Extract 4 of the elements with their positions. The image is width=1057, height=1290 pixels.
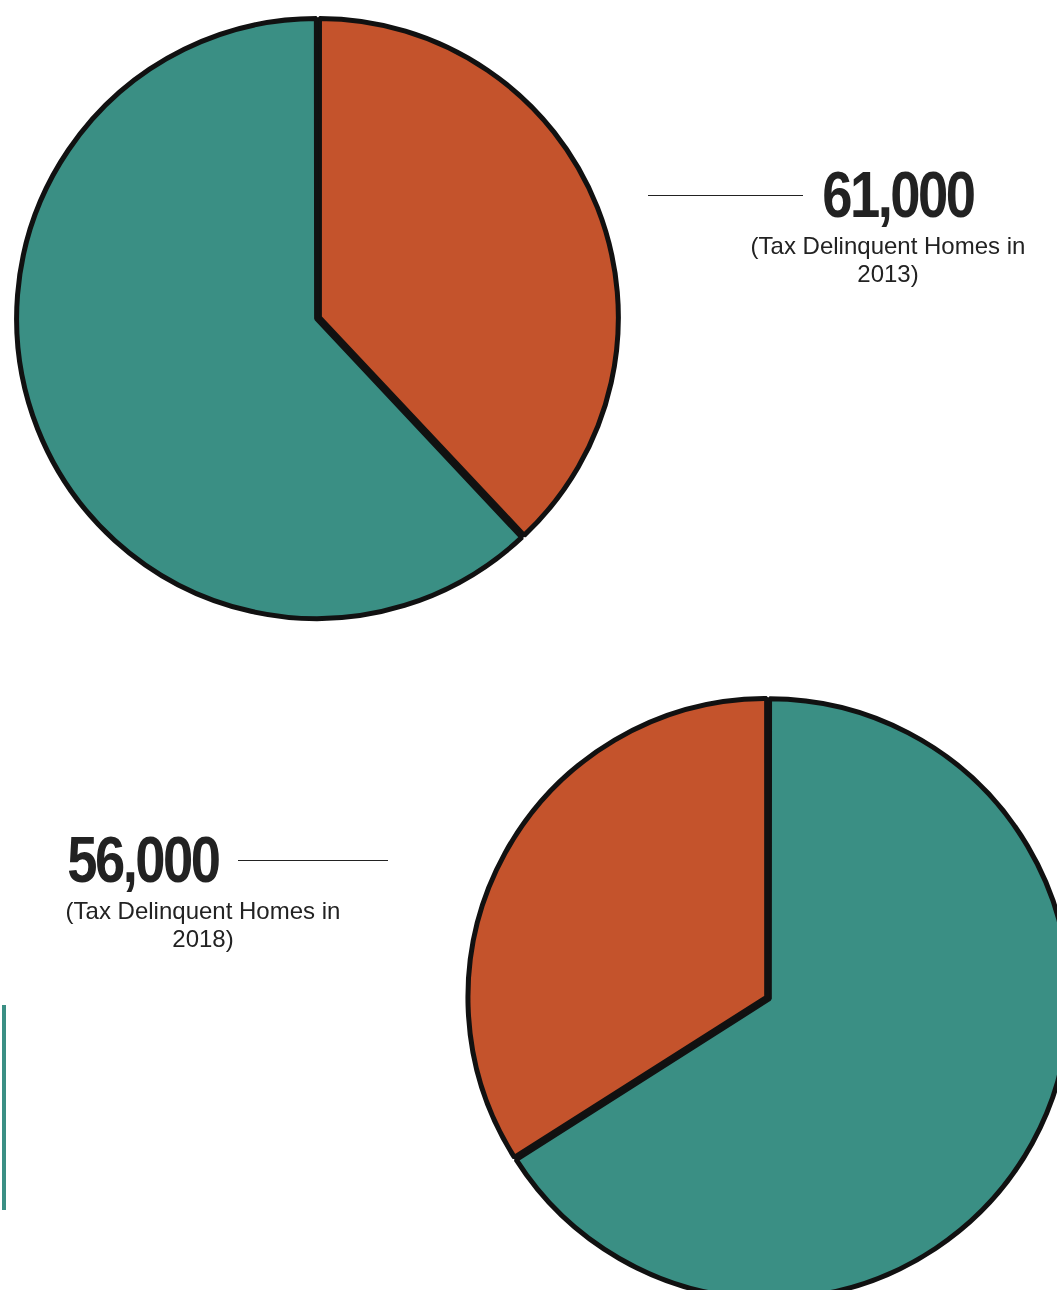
- text: (Tax Delinquent Homes in 2018): [64, 897, 342, 953]
- text: 56,000: [67, 823, 219, 897]
- text: (Tax Delinquent Homes in 2013): [749, 232, 1027, 288]
- text: 61,000: [822, 158, 974, 232]
